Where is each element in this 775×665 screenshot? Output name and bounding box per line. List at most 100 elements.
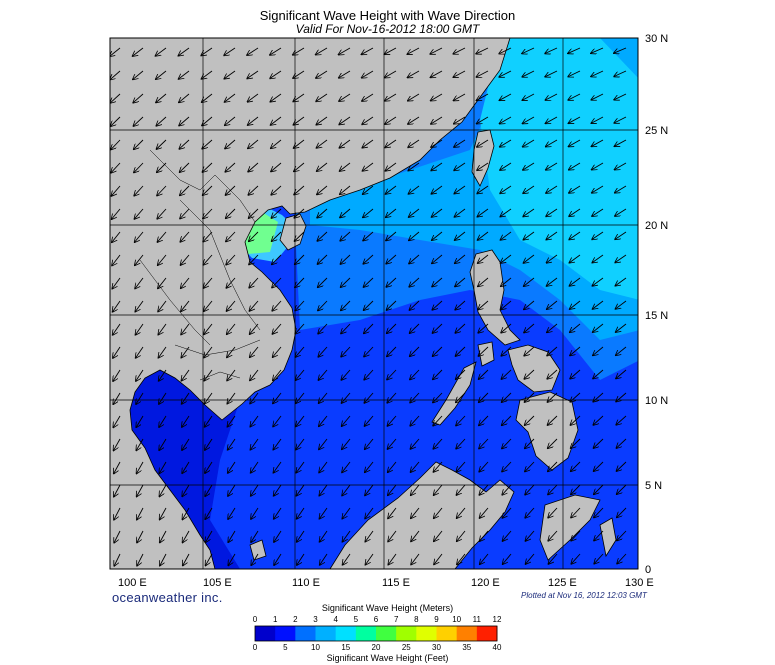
- wave-arrow: [251, 461, 259, 473]
- lon-label-105e: 105 E: [203, 577, 232, 589]
- colorbar-cell: [315, 626, 337, 641]
- wave-arrow: [455, 208, 466, 217]
- wave-arrow: [343, 530, 351, 542]
- wave-arrow: [224, 70, 236, 79]
- wave-arrow: [431, 70, 443, 77]
- wave-arrow: [294, 208, 305, 218]
- wave-arrow: [180, 162, 190, 172]
- wave-arrow: [388, 415, 397, 426]
- wave-arrow: [457, 507, 466, 518]
- wave-arrow: [181, 277, 190, 288]
- wave-arrow: [524, 300, 535, 309]
- wave-arrow: [386, 208, 397, 217]
- wave-arrow: [362, 116, 374, 124]
- wave-arrow: [546, 139, 558, 147]
- wave-arrow: [363, 185, 374, 194]
- wave-arrow: [204, 323, 213, 334]
- wave-arrow: [203, 208, 213, 218]
- wave-arrow: [569, 162, 581, 170]
- wave-arrow: [364, 323, 374, 333]
- wave-arrow: [270, 70, 282, 78]
- wave-arrow: [388, 553, 397, 565]
- wave-arrow: [571, 438, 581, 448]
- wave-arrow: [227, 346, 236, 357]
- wave-arrow: [500, 208, 512, 217]
- wave-arrow: [114, 461, 121, 473]
- wave-arrow: [113, 346, 121, 358]
- wave-arrow: [591, 47, 604, 53]
- wave-arrow: [272, 208, 282, 218]
- wave-direction-arrows: [110, 47, 627, 566]
- wave-arrow: [570, 254, 581, 263]
- colorbar-meter-tick: 10: [452, 615, 461, 624]
- wave-arrow: [547, 369, 558, 379]
- wave-arrow: [546, 231, 558, 240]
- wave-arrow: [432, 208, 443, 217]
- colorbar-meter-tick: 5: [354, 615, 359, 624]
- wave-arrow: [571, 484, 581, 494]
- wave-arrow: [615, 231, 627, 239]
- wave-arrow: [594, 507, 604, 517]
- wave-arrow: [549, 553, 558, 564]
- wave-arrow: [456, 438, 466, 449]
- wave-arrow: [501, 323, 512, 333]
- wave-arrow: [271, 139, 282, 148]
- wave-arrow: [477, 93, 489, 100]
- wave-arrow: [433, 369, 443, 379]
- wave-arrow: [548, 392, 558, 402]
- wave-arrow: [228, 507, 236, 519]
- wave-arrow: [570, 369, 581, 379]
- wave-arrow: [362, 93, 374, 101]
- colorbar-meter-tick: 1: [273, 615, 278, 624]
- wave-arrow: [248, 185, 259, 195]
- wave-arrow: [503, 530, 512, 541]
- wave-arrow: [319, 461, 328, 472]
- wave-arrow: [182, 484, 190, 496]
- wave-arrow: [362, 47, 374, 54]
- wave-arrow: [617, 484, 627, 494]
- wave-arrow: [273, 346, 282, 357]
- wave-arrow: [182, 415, 190, 427]
- wave-arrow: [431, 139, 443, 147]
- wave-arrow: [296, 438, 305, 449]
- wave-arrow: [614, 70, 627, 76]
- wave-arrow: [524, 323, 535, 333]
- wave-arrow: [135, 208, 144, 219]
- wave-arrow: [502, 484, 512, 495]
- wave-arrow: [182, 438, 190, 450]
- wave-arrow: [137, 461, 144, 473]
- wave-arrow: [568, 47, 581, 53]
- colorbar-meter-tick: 11: [473, 615, 482, 624]
- wave-arrow: [411, 484, 420, 495]
- wave-arrow: [617, 438, 627, 448]
- wave-arrow: [409, 208, 420, 217]
- wave-arrow: [500, 139, 512, 147]
- wave-arrow: [134, 185, 144, 196]
- wave-arrow: [434, 507, 443, 518]
- wave-arrow: [523, 93, 535, 100]
- wave-arrow: [180, 208, 190, 219]
- oceanweather-logo: oceanweather inc.: [112, 590, 223, 605]
- wave-arrow: [183, 530, 190, 542]
- wave-arrow: [614, 93, 627, 100]
- wave-arrow: [247, 70, 259, 78]
- map-subtitle: Valid For Nov-16-2012 18:00 GMT: [295, 22, 480, 36]
- wave-arrow: [526, 530, 535, 541]
- wave-arrow: [388, 438, 397, 449]
- wave-arrow: [341, 254, 351, 264]
- lon-label-130e: 130 E: [625, 577, 654, 589]
- wave-arrow: [340, 162, 351, 171]
- wave-arrow: [137, 553, 144, 566]
- wave-arrow: [363, 162, 374, 171]
- wave-arrow: [477, 139, 489, 147]
- wave-arrow: [134, 139, 144, 149]
- wave-arrow: [202, 116, 213, 125]
- wave-arrow: [571, 553, 581, 564]
- wave-arrow: [226, 254, 236, 265]
- wave-arrow: [203, 231, 213, 242]
- wave-arrow: [182, 392, 190, 404]
- wave-arrow: [616, 277, 627, 286]
- wave-arrow: [593, 346, 604, 355]
- wave-arrow: [456, 346, 466, 356]
- wave-arrow: [204, 277, 213, 288]
